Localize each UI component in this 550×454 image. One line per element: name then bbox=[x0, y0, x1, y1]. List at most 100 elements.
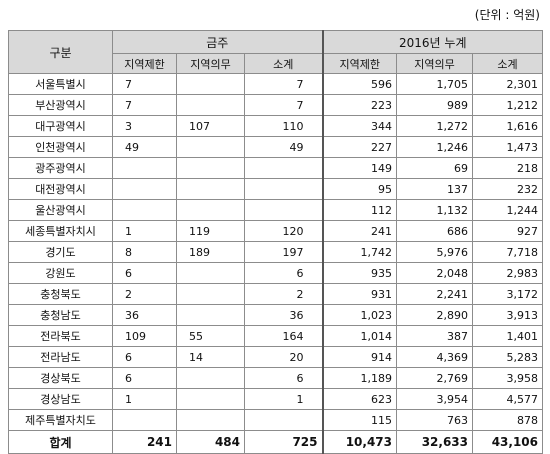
cumulative-regional-obligation-cell: 989 bbox=[396, 94, 473, 116]
region-name: 경상북도 bbox=[8, 367, 113, 389]
cumulative-regional-limit-cell: 935 bbox=[321, 262, 397, 284]
table-row: 대전광역시 95 137 232 bbox=[8, 178, 544, 200]
table-row: 광주광역시 149 69 218 bbox=[8, 157, 544, 179]
cumulative-regional-limit-cell: 112 bbox=[321, 199, 397, 221]
table-row: 부산광역시 7 7 223 989 1,212 bbox=[8, 94, 544, 116]
week-subtotal-cell bbox=[244, 199, 323, 221]
week-regional-obligation-cell bbox=[176, 136, 245, 158]
table-row: 제주특별자치도 115 763 878 bbox=[8, 409, 544, 431]
cumulative-subtotal-cell: 1,616 bbox=[471, 115, 544, 137]
total-label: 합계 bbox=[8, 430, 113, 454]
week-subtotal-cell: 7 bbox=[244, 73, 323, 95]
cumulative-regional-limit-cell: 596 bbox=[321, 73, 397, 95]
week-subtotal-cell: 1 bbox=[244, 388, 323, 410]
cumulative-regional-limit-cell: 227 bbox=[321, 136, 397, 158]
week-regional-limit-cell bbox=[112, 409, 177, 431]
region-name: 전라북도 bbox=[8, 325, 113, 347]
table-row: 충청남도 36 36 1,023 2,890 3,913 bbox=[8, 304, 544, 326]
week-subtotal-cell: 6 bbox=[244, 262, 323, 284]
week-regional-obligation-cell bbox=[176, 283, 245, 305]
week-subtotal-cell: 164 bbox=[244, 325, 323, 347]
week-regional-obligation-cell bbox=[176, 304, 245, 326]
header-this-week: 금주 bbox=[112, 30, 323, 54]
cumulative-regional-obligation-cell: 2,241 bbox=[396, 283, 473, 305]
week-regional-obligation-cell: 55 bbox=[176, 325, 245, 347]
region-name: 제주특별자치도 bbox=[8, 409, 113, 431]
region-name: 충청북도 bbox=[8, 283, 113, 305]
header-category: 구분 bbox=[8, 30, 113, 74]
cumulative-subtotal-cell: 927 bbox=[471, 220, 544, 242]
week-regional-limit-cell: 7 bbox=[112, 73, 177, 95]
week-subtotal-cell: 725 bbox=[244, 430, 323, 454]
region-name: 울산광역시 bbox=[8, 199, 113, 221]
week-subtotal-cell: 6 bbox=[244, 367, 323, 389]
cumulative-regional-obligation-cell: 2,890 bbox=[396, 304, 473, 326]
cumulative-regional-obligation-cell: 1,705 bbox=[396, 73, 473, 95]
week-subtotal-cell: 36 bbox=[244, 304, 323, 326]
region-name: 부산광역시 bbox=[8, 94, 113, 116]
subheader-regional-limit: 지역제한 bbox=[112, 53, 177, 74]
region-name: 인천광역시 bbox=[8, 136, 113, 158]
regional-bid-table: 구분 금주 2016년 누계 지역제한 지역의무 소계 지역제한 지역의무 소계… bbox=[8, 30, 544, 454]
cumulative-regional-limit-cell: 1,014 bbox=[321, 325, 397, 347]
cumulative-regional-limit-cell: 223 bbox=[321, 94, 397, 116]
week-regional-obligation-cell bbox=[176, 73, 245, 95]
table-row: 울산광역시 112 1,132 1,244 bbox=[8, 199, 544, 221]
week-regional-obligation-cell bbox=[176, 367, 245, 389]
cumulative-subtotal-cell: 5,283 bbox=[471, 346, 544, 368]
week-regional-limit-cell: 6 bbox=[112, 262, 177, 284]
cumulative-regional-obligation-cell: 4,369 bbox=[396, 346, 473, 368]
cumulative-regional-obligation-cell: 2,769 bbox=[396, 367, 473, 389]
week-regional-obligation-cell: 14 bbox=[176, 346, 245, 368]
week-subtotal-cell: 197 bbox=[244, 241, 323, 263]
week-regional-limit-cell: 2 bbox=[112, 283, 177, 305]
cumulative-subtotal-cell: 3,958 bbox=[471, 367, 544, 389]
subheader-regional-obligation: 지역의무 bbox=[176, 53, 245, 74]
subheader-subtotal: 소계 bbox=[471, 53, 544, 74]
cumulative-subtotal-cell: 1,473 bbox=[471, 136, 544, 158]
cumulative-regional-obligation-cell: 2,048 bbox=[396, 262, 473, 284]
cumulative-regional-obligation-cell: 1,132 bbox=[396, 199, 473, 221]
week-regional-obligation-cell: 484 bbox=[176, 430, 245, 454]
week-regional-limit-cell bbox=[112, 178, 177, 200]
subheader-subtotal: 소계 bbox=[244, 53, 323, 74]
cumulative-subtotal-cell: 1,244 bbox=[471, 199, 544, 221]
week-regional-limit-cell: 3 bbox=[112, 115, 177, 137]
table-row: 대구광역시 3 107 110 344 1,272 1,616 bbox=[8, 115, 544, 137]
region-name: 광주광역시 bbox=[8, 157, 113, 179]
cumulative-subtotal-cell: 3,913 bbox=[471, 304, 544, 326]
cumulative-regional-limit-cell: 1,023 bbox=[321, 304, 397, 326]
subheader-regional-obligation: 지역의무 bbox=[396, 53, 473, 74]
table-row: 전라남도 6 14 20 914 4,369 5,283 bbox=[8, 346, 544, 368]
week-regional-obligation-cell bbox=[176, 94, 245, 116]
region-name: 강원도 bbox=[8, 262, 113, 284]
header-2016-cumulative: 2016년 누계 bbox=[321, 30, 544, 54]
cumulative-regional-limit-cell: 241 bbox=[321, 220, 397, 242]
week-subtotal-cell: 49 bbox=[244, 136, 323, 158]
week-regional-limit-cell: 109 bbox=[112, 325, 177, 347]
region-name: 세종특별자치시 bbox=[8, 220, 113, 242]
week-regional-obligation-cell bbox=[176, 388, 245, 410]
cumulative-regional-obligation-cell: 137 bbox=[396, 178, 473, 200]
week-regional-limit-cell: 8 bbox=[112, 241, 177, 263]
cumulative-subtotal-cell: 4,577 bbox=[471, 388, 544, 410]
table-row: 서울특별시 7 7 596 1,705 2,301 bbox=[8, 73, 544, 95]
cumulative-regional-obligation-cell: 387 bbox=[396, 325, 473, 347]
week-regional-limit-cell bbox=[112, 157, 177, 179]
week-regional-limit-cell: 7 bbox=[112, 94, 177, 116]
week-regional-limit-cell bbox=[112, 199, 177, 221]
region-name: 전라남도 bbox=[8, 346, 113, 368]
cumulative-regional-obligation-cell: 32,633 bbox=[396, 430, 473, 454]
cumulative-subtotal-cell: 43,106 bbox=[471, 430, 544, 454]
region-name: 대전광역시 bbox=[8, 178, 113, 200]
cumulative-regional-limit-cell: 10,473 bbox=[321, 430, 397, 454]
region-name: 서울특별시 bbox=[8, 73, 113, 95]
total-row: 합계 241 484 725 10,473 32,633 43,106 bbox=[8, 430, 544, 454]
subheader-regional-limit: 지역제한 bbox=[321, 53, 397, 74]
week-regional-limit-cell: 1 bbox=[112, 220, 177, 242]
week-regional-obligation-cell bbox=[176, 262, 245, 284]
table-row: 강원도 6 6 935 2,048 2,983 bbox=[8, 262, 544, 284]
cumulative-subtotal-cell: 1,401 bbox=[471, 325, 544, 347]
region-name: 충청남도 bbox=[8, 304, 113, 326]
table-row: 전라북도 109 55 164 1,014 387 1,401 bbox=[8, 325, 544, 347]
